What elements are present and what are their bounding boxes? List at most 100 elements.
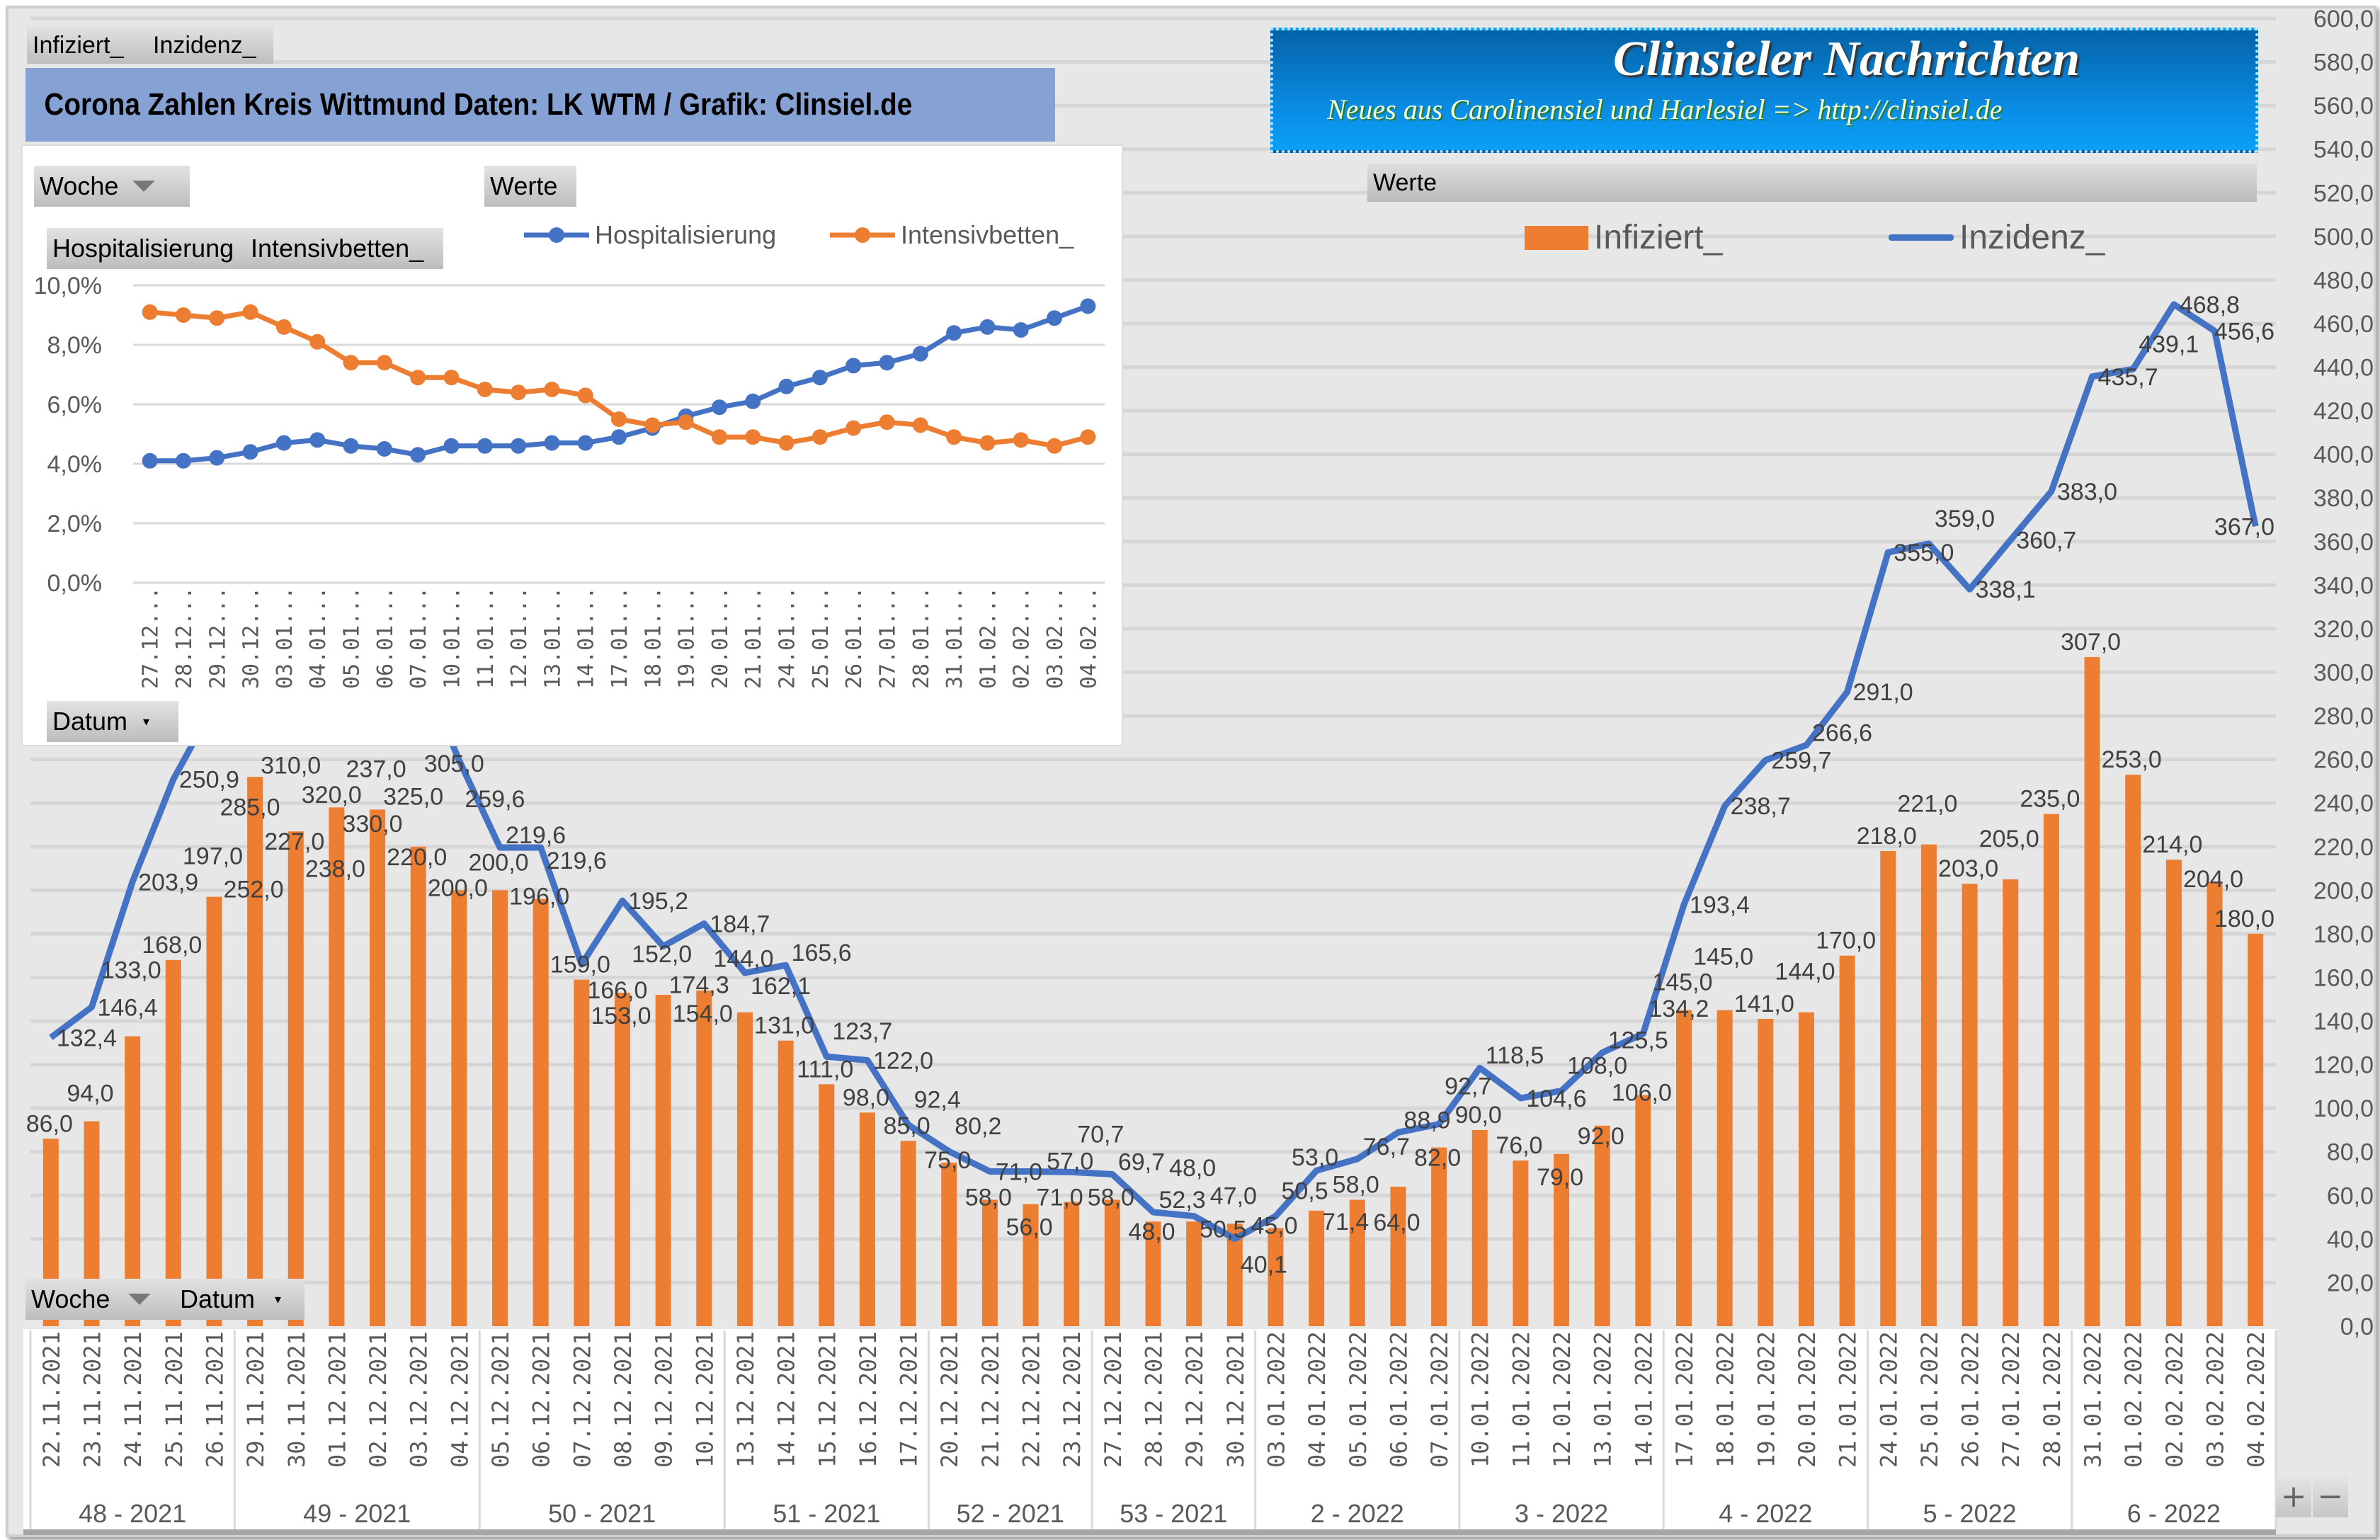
x-date-label: 27.01.2022 xyxy=(1998,1331,2025,1468)
point-hospitalisierung xyxy=(979,319,996,335)
line-data-label: 125,5 xyxy=(1608,1027,1668,1054)
y-tick-label: 480,0 xyxy=(2313,267,2374,294)
field-button-hospitalisierung[interactable]: Hospitalisierung xyxy=(47,228,245,269)
line-data-label: 195,2 xyxy=(628,888,688,915)
y-tick-label: 4,0% xyxy=(47,451,103,478)
line-data-label: 291,0 xyxy=(1853,679,1913,706)
x-date-label: 20.12.2021 xyxy=(936,1331,963,1468)
bar-infiziert xyxy=(859,1112,875,1326)
werte-field-button[interactable]: Werte xyxy=(1367,164,2257,202)
bar-infiziert xyxy=(1349,1199,1365,1326)
bar-data-label: 170,0 xyxy=(1816,928,1876,954)
legend-marker xyxy=(855,227,870,243)
bar-data-label: 58,0 xyxy=(965,1184,1012,1211)
bar-infiziert xyxy=(410,846,426,1326)
x-date-label: 03.02.2022 xyxy=(2202,1331,2229,1468)
x-date-label: 08.12.2021 xyxy=(610,1331,637,1468)
point-intensivbetten xyxy=(644,417,661,433)
line-data-label: 122,0 xyxy=(873,1047,933,1074)
bar-infiziert xyxy=(2003,879,2019,1326)
point-hospitalisierung xyxy=(946,325,962,341)
woche-filter-button-bottom[interactable]: Woche ⏷ xyxy=(25,1279,174,1320)
bar-data-label: 168,0 xyxy=(142,932,202,959)
x-date-label: 21.01.2022 xyxy=(1835,1331,1862,1468)
bar-data-label: 200,0 xyxy=(428,874,488,901)
bar-data-label: 203,0 xyxy=(1938,855,1998,882)
bar-data-label: 53,0 xyxy=(1292,1144,1338,1171)
x-axis-area xyxy=(23,1329,2276,1534)
x-date-label: 01.02.2022 xyxy=(2120,1331,2147,1468)
bar-data-label: 82,0 xyxy=(1414,1145,1461,1172)
field-button-intensivbetten[interactable]: Intensivbetten_ xyxy=(245,228,443,269)
line-data-label: 165,6 xyxy=(792,940,852,966)
bar-data-label: 227,0 xyxy=(264,828,324,855)
bar-infiziert xyxy=(614,993,630,1326)
x-date-label: 05.01.2022 xyxy=(1345,1331,1372,1468)
point-hospitalisierung xyxy=(1080,298,1096,314)
bar-data-label: 159,0 xyxy=(550,952,610,979)
woche-label-bottom: Woche xyxy=(31,1284,110,1313)
bar-data-label: 238,0 xyxy=(305,855,365,882)
x-date-label: 13.01... xyxy=(540,587,565,690)
x-date-label: 24.11.2021 xyxy=(120,1331,147,1468)
x-date-label: 03.12.2021 xyxy=(406,1331,433,1468)
x-date-label: 28.01.2022 xyxy=(2039,1331,2066,1468)
x-date-label: 03.01.2022 xyxy=(1263,1331,1289,1468)
y-tick-label: 440,0 xyxy=(2313,355,2374,382)
point-intensivbetten xyxy=(678,414,694,430)
point-hospitalisierung xyxy=(175,452,191,469)
x-date-label: 10.12.2021 xyxy=(691,1331,718,1468)
x-date-label: 29.12.2021 xyxy=(1181,1331,1208,1468)
woche-filter-button[interactable]: Woche ⏷ xyxy=(34,166,190,207)
chart-title: Corona Zahlen Kreis Wittmund Daten: LK W… xyxy=(44,87,913,122)
field-button-inzidenz[interactable]: Inzidenz_ xyxy=(147,27,273,64)
line-data-label: 266,6 xyxy=(1812,719,1872,746)
expand-field-button[interactable]: + xyxy=(2276,1475,2311,1517)
bar-data-label: 307,0 xyxy=(2061,629,2121,656)
line-data-label: 69,7 xyxy=(1118,1148,1165,1175)
datum-filter-button[interactable]: Datum ▾ xyxy=(174,1279,304,1320)
bar-infiziert xyxy=(2084,656,2100,1326)
point-intensivbetten xyxy=(745,429,761,445)
bar-data-label: 57,0 xyxy=(1047,1148,1093,1175)
bar-data-label: 47,0 xyxy=(1210,1182,1257,1209)
line-data-label: 435,7 xyxy=(2098,364,2158,391)
field-button-infiziert[interactable]: Infiziert_ xyxy=(27,27,147,64)
bar-infiziert xyxy=(1226,1224,1243,1326)
x-date-label: 17.12.2021 xyxy=(896,1331,923,1468)
line-data-label: 320,0 xyxy=(302,782,362,809)
y-tick-label: 220,0 xyxy=(2313,834,2374,861)
x-date-label: 03.02... xyxy=(1043,587,1068,690)
x-date-label: 27.12.2021 xyxy=(1100,1331,1127,1468)
x-date-label: 03.01... xyxy=(273,587,297,690)
x-date-label: 04.01.2022 xyxy=(1304,1331,1331,1468)
bar-data-label: 200,0 xyxy=(468,849,528,876)
y-tick-label: 0,0% xyxy=(47,570,103,597)
legend-label-inzidenz: Inzidenz_ xyxy=(1959,219,2105,256)
line-data-label: 305,0 xyxy=(424,751,484,777)
y-tick-label: 80,0 xyxy=(2327,1139,2374,1166)
x-date-label: 14.12.2021 xyxy=(773,1331,800,1468)
bar-data-label: 58,0 xyxy=(1088,1184,1134,1211)
werte-button-small[interactable]: Werte xyxy=(484,166,576,207)
collapse-field-button[interactable]: − xyxy=(2313,1475,2348,1517)
x-date-label: 26.11.2021 xyxy=(201,1331,228,1468)
point-intensivbetten xyxy=(544,382,560,397)
bar-infiziert xyxy=(2043,814,2059,1326)
bar-infiziert xyxy=(696,990,712,1326)
bar-infiziert xyxy=(2207,882,2223,1326)
bar-infiziert xyxy=(1309,1210,1325,1326)
point-hospitalisierung xyxy=(443,438,460,454)
y-tick-label: 460,0 xyxy=(2313,311,2374,338)
line-data-label: 259,7 xyxy=(1771,748,1831,775)
point-hospitalisierung xyxy=(879,355,895,371)
bar-infiziert xyxy=(1268,1228,1284,1326)
point-hospitalisierung xyxy=(1047,310,1063,326)
x-date-label: 21.12.2021 xyxy=(977,1331,1004,1468)
point-hospitalisierung xyxy=(611,429,627,445)
bar-infiziert xyxy=(1920,844,1937,1326)
x-date-label: 04.02.2022 xyxy=(2243,1331,2270,1468)
line-data-label: 259,6 xyxy=(465,786,525,813)
datum-filter-button-small[interactable]: Datum ▾ xyxy=(47,701,178,742)
bar-infiziert xyxy=(981,1199,998,1326)
